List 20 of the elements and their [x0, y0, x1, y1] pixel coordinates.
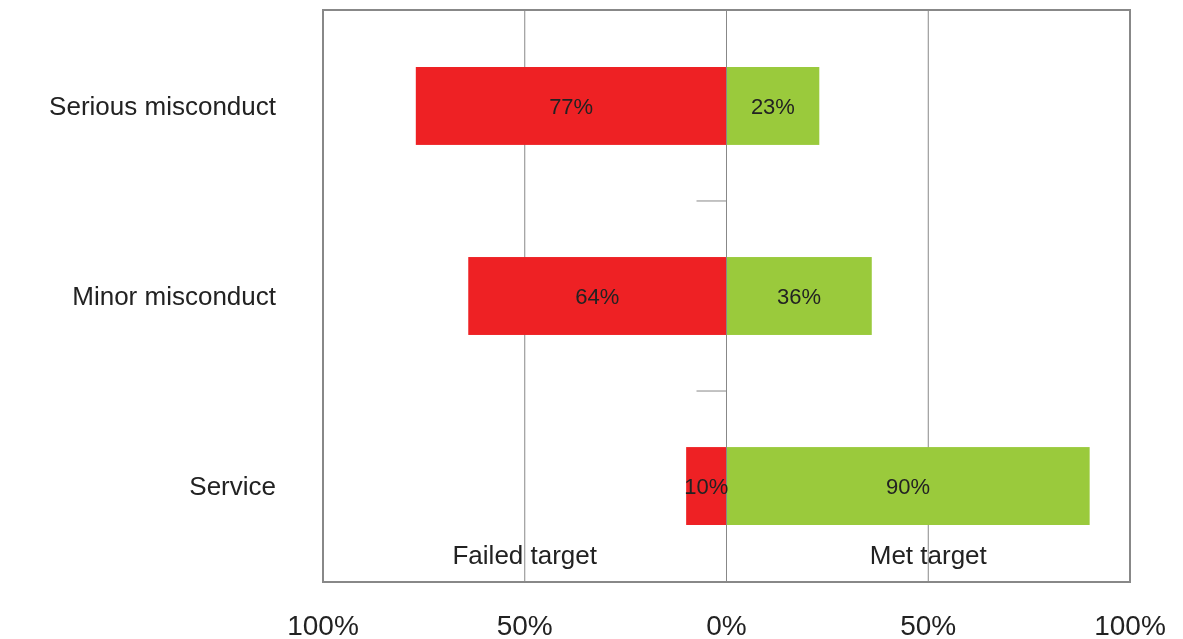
data-label: 23% — [750, 93, 795, 119]
x-tick-label: 50% — [496, 610, 553, 639]
data-label: 36% — [777, 284, 822, 309]
x-tick-label: 50% — [900, 610, 957, 639]
x-tick-label: 0% — [706, 610, 747, 639]
x-tick-label: 100% — [287, 610, 359, 639]
data-label: 77% — [549, 93, 594, 119]
y-tick-label: Minor misconduct — [72, 281, 277, 311]
bar — [468, 257, 727, 335]
bar — [726, 67, 820, 145]
x-tick-label: 100% — [1094, 610, 1166, 639]
data-label: 90% — [886, 474, 931, 500]
annotation: Failed target — [452, 540, 598, 570]
bar — [415, 67, 727, 145]
y-tick-label: Serious misconduct — [49, 90, 277, 121]
bar — [726, 257, 872, 335]
y-tick-label: Service — [189, 471, 276, 502]
data-label: 64% — [575, 284, 620, 309]
annotation: Met target — [869, 540, 988, 570]
bar — [726, 447, 1090, 525]
